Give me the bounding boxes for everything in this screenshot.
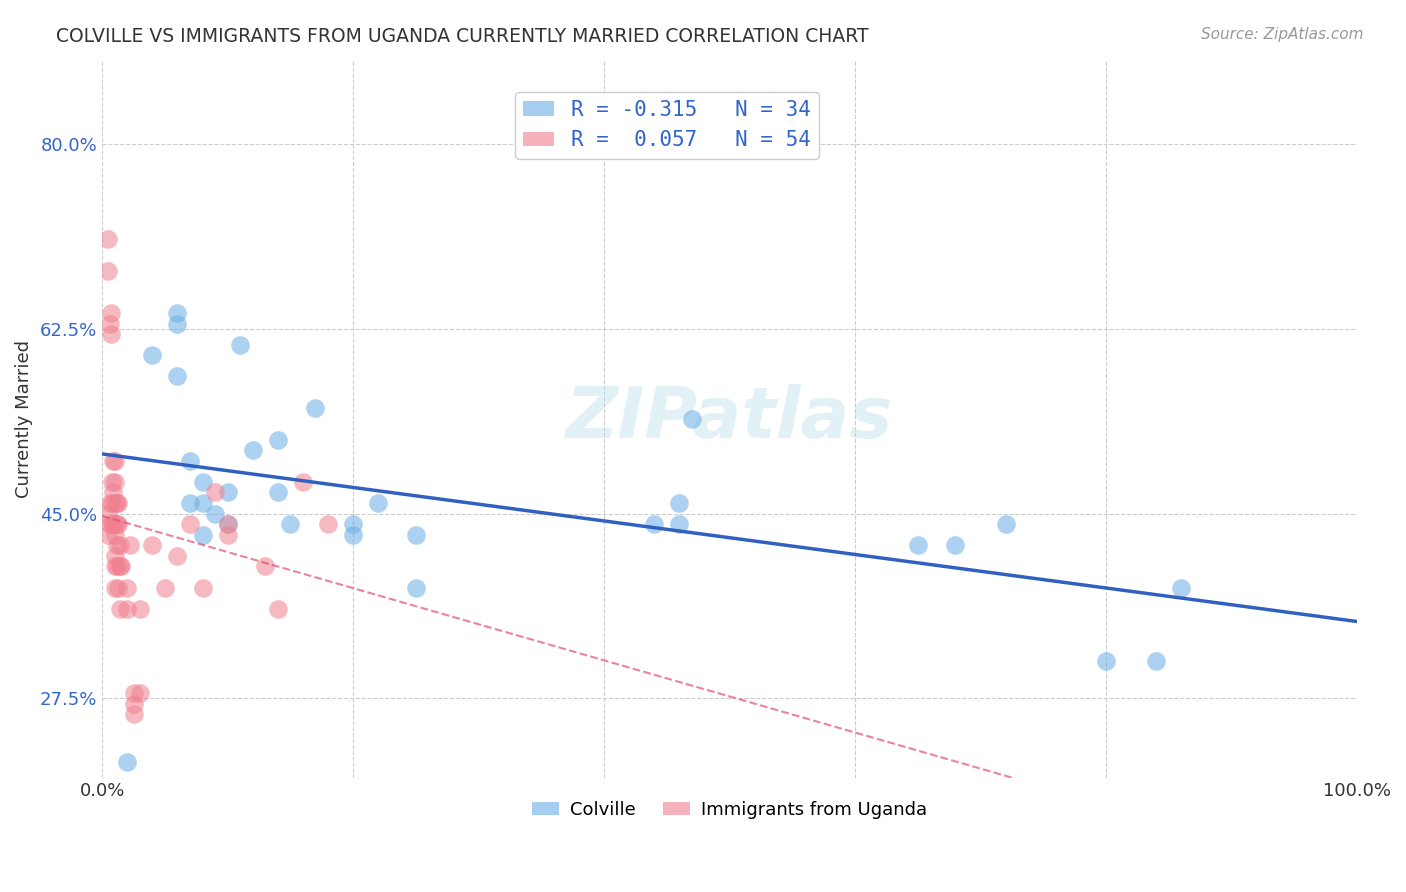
Point [291,475,314,489]
Point [153,581,176,595]
Point [97,507,120,521]
Point [316,517,339,532]
Point [304,401,326,415]
Point [166,306,188,320]
Point [122,707,145,722]
Point [110,559,132,574]
Text: COLVILLE VS IMMIGRANTS FROM UGANDA CURRENTLY MARRIED CORRELATION CHART: COLVILLE VS IMMIGRANTS FROM UGANDA CURRE… [56,27,869,45]
Point [668,496,690,510]
Point [97,264,120,278]
Point [1144,655,1167,669]
Point [101,475,124,489]
Point [98,517,121,532]
Y-axis label: Currently Married: Currently Married [15,340,32,498]
Point [108,538,131,552]
Point [108,601,131,615]
Point [204,507,226,521]
Point [101,517,124,532]
Point [367,496,389,510]
Point [994,517,1017,532]
Point [342,527,364,541]
Point [141,348,163,362]
Point [280,517,302,532]
Point [117,581,139,595]
Point [668,517,690,532]
Text: Source: ZipAtlas.com: Source: ZipAtlas.com [1201,27,1364,42]
Point [217,485,239,500]
Point [105,538,128,552]
Point [101,496,124,510]
Point [105,517,128,532]
Point [242,443,264,458]
Point [104,517,127,532]
Point [229,337,252,351]
Point [945,538,967,552]
Point [98,496,121,510]
Point [128,601,150,615]
Point [104,475,127,489]
Point [191,527,214,541]
Point [104,527,127,541]
Point [191,475,214,489]
Point [97,232,120,246]
Point [405,581,427,595]
Point [405,527,427,541]
Point [103,485,125,500]
Point [104,454,127,468]
Text: ZIPatlas: ZIPatlas [565,384,893,453]
Point [681,411,703,425]
Point [107,496,129,510]
Point [117,601,139,615]
Point [105,559,128,574]
Point [118,538,141,552]
Point [97,527,120,541]
Point [108,559,131,574]
Point [217,517,239,532]
Point [117,755,139,769]
Point [204,485,226,500]
Legend: Colville, Immigrants from Uganda: Colville, Immigrants from Uganda [524,794,934,826]
Point [122,697,145,711]
Point [179,454,201,468]
Point [1170,581,1192,595]
Point [103,517,125,532]
Point [104,496,127,510]
Point [100,306,122,320]
Point [166,549,188,563]
Point [98,317,121,331]
Point [128,686,150,700]
Point [267,433,290,447]
Point [179,496,201,510]
Point [105,496,128,510]
Point [217,517,239,532]
Point [191,581,214,595]
Point [104,549,127,563]
Point [254,559,277,574]
Point [122,686,145,700]
Point [267,485,290,500]
Point [191,496,214,510]
Point [643,517,665,532]
Point [107,581,129,595]
Point [141,538,163,552]
Point [1095,655,1118,669]
Point [179,517,201,532]
Point [267,601,290,615]
Point [104,559,127,574]
Point [100,327,122,342]
Point [103,454,125,468]
Point [166,369,188,384]
Point [166,317,188,331]
Point [217,527,239,541]
Point [107,517,129,532]
Point [342,517,364,532]
Point [104,581,127,595]
Point [907,538,929,552]
